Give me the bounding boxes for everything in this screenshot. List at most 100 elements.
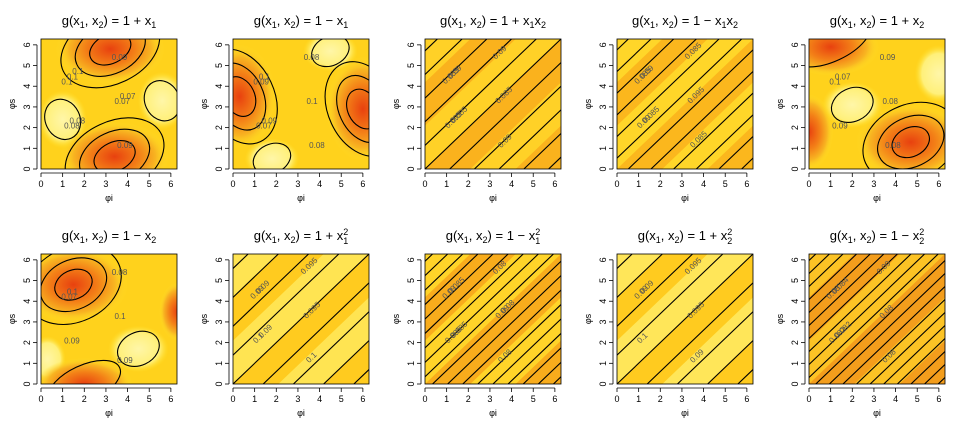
y-tick-label: 4 [214,299,224,304]
x-tick-label: 5 [339,179,344,189]
heatmap-hot-region [41,357,133,384]
contour-label: 0.08 [882,97,898,106]
heatmap-hot-region [326,56,369,162]
y-tick-label: 2 [22,340,32,345]
heatmap-body: 0.07 0.08 0.09 0.1 0.1 0.09 [41,254,177,384]
x-axis-label: φi [873,193,881,203]
contour-line [425,39,537,147]
y-tick-label: 2 [598,125,608,130]
y-tick-label: 1 [598,361,608,366]
contour-label: 0.1 [114,312,126,321]
y-tick-label: 1 [598,146,608,151]
y-tick-label: 0 [214,381,224,386]
contour-label: 0.08 [885,141,901,150]
contour-line [47,359,122,384]
y-tick-label: 2 [790,125,800,130]
contour-line [815,259,945,384]
plot-frame [232,253,370,385]
x-tick-label: 3 [103,179,108,189]
contour-label: 0.1 [72,67,84,76]
heatmap-band [617,39,708,126]
contour-line [233,76,257,117]
y-tick-label: 1 [406,146,416,151]
contour-line [809,254,939,379]
contour-line [233,48,278,145]
contour-label: 0.08 [64,122,80,131]
contour-label: 0.08 [304,53,320,62]
contour-line [809,254,857,301]
contour-line [809,254,885,327]
plot-frame [808,38,946,170]
contour-line [809,254,912,353]
y-axis-label: φs [583,313,593,324]
contour-line [677,311,753,384]
x-tick-label: 1 [636,394,641,404]
contour-line [79,128,151,169]
x-tick-label: 6 [360,394,365,404]
y-tick-label: 3 [790,319,800,324]
x-tick-label: 6 [744,179,749,189]
x-tick-label: 2 [466,179,471,189]
contour-line [492,318,561,384]
x-tick-label: 5 [531,394,536,404]
contour-line [233,254,369,384]
y-tick-label: 6 [406,257,416,262]
y-tick-label: 5 [214,63,224,68]
y-tick-label: 6 [214,257,224,262]
x-tick-label: 3 [295,394,300,404]
contour-line [842,285,945,384]
contour-label: 0.1 [61,78,73,87]
x-axis-label: φi [297,193,305,203]
x-tick-label: 0 [806,179,811,189]
plot-frame [616,38,754,170]
x-axis-label: φi [297,408,305,418]
x-tick-label: 4 [317,179,322,189]
contour-line [54,268,93,301]
x-tick-label: 2 [466,394,471,404]
contour-line [673,92,753,169]
contour-line [830,86,874,123]
contour-line [522,347,561,384]
y-tick-label: 1 [790,146,800,151]
y-tick-label: 5 [790,63,800,68]
contour-label: 0.09 [262,117,278,126]
contour-line [650,70,753,169]
y-tick-label: 4 [406,84,416,89]
contour-line [425,39,488,99]
contour-line [425,254,524,349]
heatmap-hot-region [159,282,177,341]
x-tick-label: 1 [444,394,449,404]
heatmap-band [662,82,753,169]
x-tick-label: 5 [531,179,536,189]
y-axis-label: φs [7,313,17,324]
contour-line [44,98,82,141]
contour-line [64,117,165,169]
contour-line [74,39,146,77]
x-tick-label: 3 [487,394,492,404]
contour-line [233,254,279,299]
x-axis-label: φi [105,408,113,418]
x-axis-label: φi [681,193,689,203]
x-tick-label: 1 [636,179,641,189]
y-tick-label: 5 [790,278,800,283]
contour-label: 0.1 [259,72,271,81]
plot-frame [40,38,178,170]
contour-line [425,254,554,378]
y-tick-label: 3 [406,319,416,324]
contour-label: 0.09 [64,337,80,346]
x-tick-label: 0 [614,179,619,189]
y-tick-label: 4 [598,84,608,89]
y-tick-label: 4 [790,299,800,304]
plot-frame [424,253,562,385]
contour-line [617,39,720,138]
y-tick-label: 2 [406,125,416,130]
x-tick-label: 6 [936,394,941,404]
x-tick-label: 4 [125,394,130,404]
y-tick-label: 5 [214,278,224,283]
x-tick-label: 5 [915,179,920,189]
contour-line [41,257,108,313]
